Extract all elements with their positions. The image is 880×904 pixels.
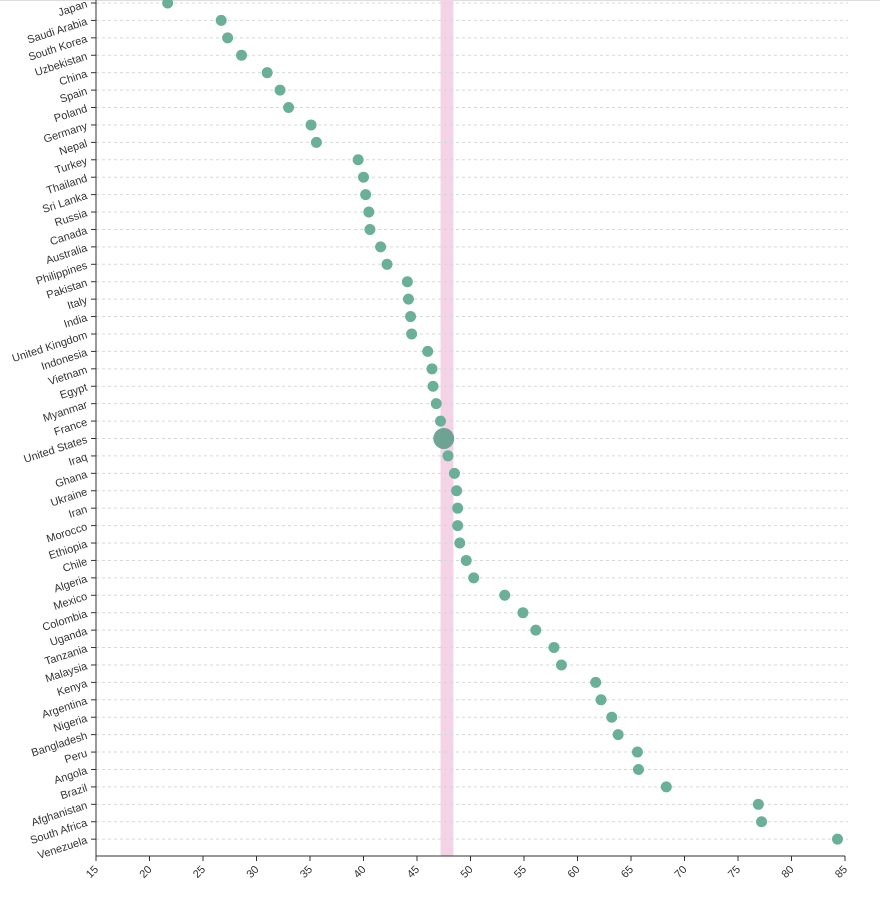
y-tick-label: Iran xyxy=(67,504,89,521)
data-point[interactable] xyxy=(222,32,234,44)
data-points xyxy=(162,0,844,845)
data-point[interactable] xyxy=(452,520,464,532)
y-tick-label: Iraq xyxy=(67,451,89,468)
data-point[interactable] xyxy=(454,537,466,549)
y-tick-label: Italy xyxy=(66,294,89,312)
x-tick-label: 50 xyxy=(458,864,475,881)
data-point[interactable] xyxy=(499,589,511,601)
data-point[interactable] xyxy=(363,206,375,218)
data-point[interactable] xyxy=(530,624,542,636)
x-tick-label: 15 xyxy=(84,864,101,881)
data-point[interactable] xyxy=(261,67,273,79)
x-tick-label: 80 xyxy=(779,864,796,881)
data-point[interactable] xyxy=(631,746,643,758)
data-point[interactable] xyxy=(442,450,454,462)
x-tick-label: 20 xyxy=(137,864,154,881)
x-tick-label: 55 xyxy=(512,864,529,881)
data-point[interactable] xyxy=(452,502,464,514)
data-point[interactable] xyxy=(358,171,369,183)
data-point[interactable] xyxy=(427,380,439,392)
x-tick-label: 75 xyxy=(726,864,743,881)
y-tick-label: Chile xyxy=(61,556,89,575)
data-point[interactable] xyxy=(283,102,295,114)
data-point[interactable] xyxy=(555,659,567,671)
data-point[interactable] xyxy=(632,763,644,775)
highlight-band xyxy=(440,0,454,856)
data-point[interactable] xyxy=(832,833,844,845)
x-tick-label: 25 xyxy=(191,864,208,881)
data-point[interactable] xyxy=(405,311,417,323)
gridlines xyxy=(96,2,848,840)
x-tick-label: 30 xyxy=(244,864,261,881)
data-point[interactable] xyxy=(435,415,447,427)
data-point[interactable] xyxy=(310,136,322,148)
data-point[interactable] xyxy=(595,694,607,706)
data-point[interactable] xyxy=(460,554,472,566)
data-point[interactable] xyxy=(756,816,768,828)
data-point[interactable] xyxy=(364,223,376,235)
data-point[interactable] xyxy=(401,276,413,288)
data-point[interactable] xyxy=(375,241,387,253)
data-point[interactable] xyxy=(352,154,364,166)
data-point[interactable] xyxy=(426,363,438,375)
y-tick-label: India xyxy=(63,312,90,331)
data-point[interactable] xyxy=(612,729,624,741)
data-point[interactable] xyxy=(660,781,672,793)
x-tick-label: 85 xyxy=(833,864,850,881)
x-tick-label: 70 xyxy=(672,864,689,881)
data-point[interactable] xyxy=(305,119,317,131)
y-tick-label: Peru xyxy=(63,748,89,767)
data-point[interactable] xyxy=(468,572,480,584)
x-tick-label: 40 xyxy=(351,864,368,881)
x-tick-label: 45 xyxy=(405,864,422,881)
highlight-band-layer xyxy=(440,0,454,856)
data-point[interactable] xyxy=(381,258,393,270)
data-point[interactable] xyxy=(590,676,602,688)
x-axis: 15 20 25 30 35 40 45 50 55 60 65 70 75 80 85 xyxy=(84,855,850,881)
data-point[interactable] xyxy=(406,328,418,340)
data-point[interactable] xyxy=(402,293,414,305)
data-point[interactable] xyxy=(451,485,463,497)
data-point[interactable] xyxy=(430,398,442,410)
x-tick-label: 65 xyxy=(619,864,636,881)
data-point[interactable] xyxy=(752,798,764,810)
data-point[interactable] xyxy=(548,642,560,654)
data-point[interactable] xyxy=(448,467,460,479)
data-point[interactable] xyxy=(236,49,248,61)
x-tick-label: 60 xyxy=(565,864,582,881)
data-point[interactable] xyxy=(517,607,529,619)
data-point[interactable] xyxy=(606,711,618,723)
data-point[interactable] xyxy=(274,84,286,96)
data-point-highlighted[interactable] xyxy=(433,428,455,449)
x-tick-label: 35 xyxy=(298,864,315,881)
data-point[interactable] xyxy=(162,0,174,9)
data-point[interactable] xyxy=(360,189,372,201)
data-point[interactable] xyxy=(215,14,227,26)
data-point[interactable] xyxy=(422,345,434,357)
